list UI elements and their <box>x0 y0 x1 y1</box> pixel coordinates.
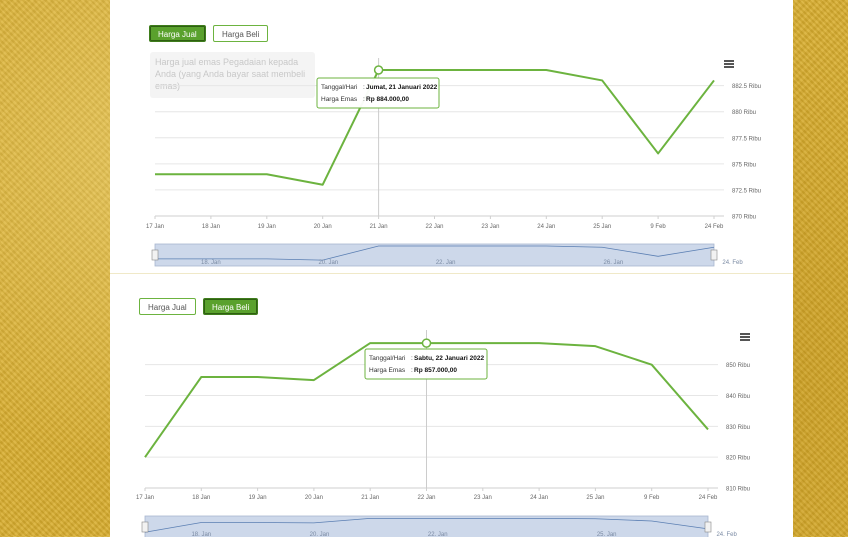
buy-price-button[interactable]: Harga Beli <box>213 25 269 42</box>
x-tick-label: 24 Jan <box>537 224 555 230</box>
tooltip-price-value: Rp 857.000,00 <box>414 367 457 374</box>
tooltip-date-label: Tanggal/Hari <box>321 84 358 91</box>
navigator-label: 22. Jan <box>428 532 448 537</box>
x-tick-label: 23 Jan <box>481 224 499 230</box>
navigator-range <box>144 515 709 537</box>
x-tick-label: 17 Jan <box>136 495 154 501</box>
buy-price-button[interactable]: Harga Beli <box>203 298 259 315</box>
x-tick-label: 20 Jan <box>314 224 332 230</box>
tooltip-date-label: Tanggal/Hari <box>369 355 406 362</box>
x-tick-label: 9 Feb <box>650 224 666 230</box>
x-tick-label: 18 Jan <box>192 495 210 501</box>
x-tick-label: 21 Jan <box>361 495 379 501</box>
navigator-label: 24. Feb <box>722 260 743 266</box>
tooltip-date-value: Jumat, 21 Januari 2022 <box>366 84 438 91</box>
y-tick-label: 882.5 Ribu <box>732 84 761 90</box>
tooltip-date-sep: : <box>363 84 365 91</box>
navigator-label: 24. Feb <box>716 532 737 537</box>
navigator-label: 20. Jan <box>318 260 338 266</box>
x-tick-label: 24 Feb <box>705 224 724 230</box>
y-tick-label: 850 Ribu <box>726 363 750 369</box>
navigator-series-line <box>144 517 709 533</box>
tooltip-price-label: Harga Emas <box>369 367 406 374</box>
x-tick-label: 22 Jan <box>425 224 443 230</box>
tooltip-date-value: Sabtu, 22 Januari 2022 <box>414 355 484 362</box>
x-tick-label: 25 Jan <box>593 224 611 230</box>
y-tick-label: 870 Ribu <box>732 215 756 221</box>
buy-price-chart: 810 Ribu 820 Ribu 830 Ribu 840 Ribu 850 Ribu… <box>136 330 750 537</box>
navigator-label: 25. Jan <box>597 532 617 537</box>
y-tick-label: 872.5 Ribu <box>732 188 761 194</box>
sell-price-button[interactable]: Harga Jual <box>139 298 196 315</box>
x-tick-label: 24 Jan <box>530 495 548 501</box>
x-tick-label: 18 Jan <box>202 224 220 230</box>
y-tick-label: 810 Ribu <box>726 487 750 493</box>
x-tick-label: 22 Jan <box>417 495 435 501</box>
navigator-label: 18. Jan <box>201 260 221 266</box>
x-tick-label: 9 Feb <box>644 495 660 501</box>
navigator-handle <box>151 249 159 261</box>
navigator-handle <box>710 249 718 261</box>
y-tick-label: 875 Ribu <box>732 162 756 168</box>
navigator-label: 22. Jan <box>436 260 456 266</box>
data-point <box>421 338 432 348</box>
navigator-label: 26. Jan <box>604 260 624 266</box>
x-tick-label: 19 Jan <box>258 224 276 230</box>
x-tick-label: 17 Jan <box>146 224 164 230</box>
y-tick-label: 877.5 Ribu <box>732 136 761 142</box>
x-tick-label: 25 Jan <box>586 495 604 501</box>
x-tick-label: 23 Jan <box>474 495 492 501</box>
tooltip-date-sep: : <box>411 355 413 362</box>
tooltip-price-label: Harga Emas <box>321 96 358 103</box>
y-tick-label: 820 Ribu <box>726 456 750 462</box>
navigator-range <box>154 243 715 267</box>
chart-menu-icon[interactable] <box>740 333 750 341</box>
sell-price-chart: 870 Ribu 872.5 Ribu 875 Ribu 877.5 Ribu 880 … <box>146 58 761 267</box>
tooltip-price-sep: : <box>363 96 365 103</box>
sell-price-panel: Harga Jual Harga Beli Harga jual emas Pe… <box>110 0 793 273</box>
chart-menu-icon[interactable] <box>724 60 734 68</box>
tooltip-box <box>316 77 440 109</box>
price-series-line <box>155 69 715 186</box>
navigator-handle <box>704 521 712 533</box>
x-tick-label: 20 Jan <box>305 495 323 501</box>
tooltip-price-sep: : <box>411 367 413 374</box>
buy-price-panel: Harga Jual Harga Beli 810 Ribu 820 Ribu 83… <box>110 273 793 537</box>
y-tick-label: 840 Ribu <box>726 394 750 400</box>
x-tick-label: 21 Jan <box>370 224 388 230</box>
data-point <box>373 65 384 75</box>
navigator-label: 18. Jan <box>191 532 211 537</box>
navigator-series-line <box>155 245 715 261</box>
x-tick-label: 19 Jan <box>249 495 267 501</box>
y-tick-label: 880 Ribu <box>732 110 756 116</box>
navigator-handle <box>141 521 149 533</box>
tooltip-price-value: Rp 884.000,00 <box>366 96 409 103</box>
x-tick-label: 24 Feb <box>699 495 718 501</box>
sell-price-button[interactable]: Harga Jual <box>149 25 206 42</box>
y-tick-label: 830 Ribu <box>726 425 750 431</box>
navigator-label: 20. Jan <box>310 532 330 537</box>
tooltip-box <box>364 348 488 380</box>
chart-description: Harga jual emas Pegadaian kepada Anda (y… <box>150 52 315 98</box>
